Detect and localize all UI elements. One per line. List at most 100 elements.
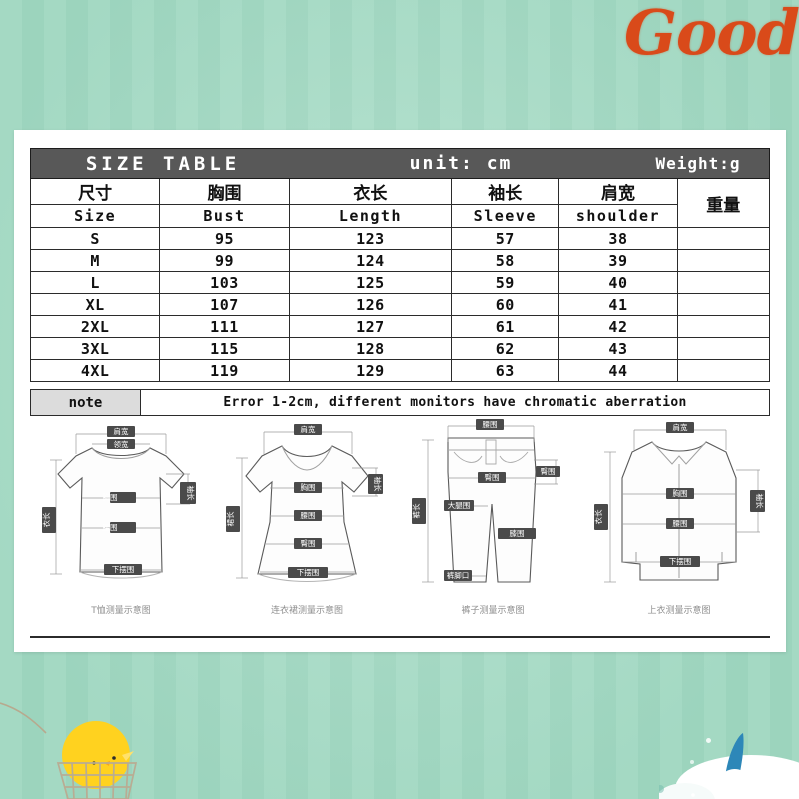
cell-size: L (29, 271, 161, 294)
cell-sleeve: 63 (451, 359, 560, 382)
cell-length: 125 (288, 271, 453, 294)
table-title-row: SIZE TABLE unit: cm Weight:g (30, 148, 770, 179)
label-hem-box (288, 567, 328, 578)
label-neck-box (107, 439, 135, 449)
label-waist-text: 腰围 (483, 420, 498, 429)
label-hip2-text: 臀围 (485, 473, 500, 482)
header-en-bust: Bust (159, 204, 290, 228)
label-hip-box (536, 466, 560, 477)
label-shoulder-text: 肩宽 (301, 424, 316, 434)
label-sleeve-text: 袖长 (755, 494, 765, 509)
top-illustration: 肩宽 胸围 腰围 下摆围 袖长 衣长 (593, 422, 765, 583)
label-waist-box (294, 510, 322, 521)
diagram-pants: 腰围 臀围 臀围 大腿围 膝围 裤脚口 裤长 裤子测量示意图 (402, 412, 584, 634)
diagram-caption-top: 上衣测量示意图 (647, 606, 711, 616)
chick-eye (112, 756, 116, 760)
cell-size: 3XL (29, 337, 161, 360)
cell-bust: 119 (159, 359, 290, 382)
snow-dot (690, 760, 694, 764)
cell-bust: 107 (159, 293, 290, 316)
size-table-container: SIZE TABLE unit: cm Weight:g 尺寸 胸围 衣长 袖长… (29, 148, 771, 416)
label-sleeve-text: 袖长 (186, 486, 196, 501)
cart-handle-wire (0, 702, 47, 734)
label-sleeve-text: 袖长 (373, 477, 383, 492)
header-cn-shoulder: 肩宽 (558, 178, 678, 205)
diagram-tshirt: 肩宽 领宽 胸围 腰围 下摆围 袖长 衣长 T恤测量示意图 (30, 412, 212, 634)
cell-weight (676, 271, 771, 294)
table-title-cell: SIZE TABLE unit: cm Weight:g (30, 148, 770, 179)
measurement-diagrams: 肩宽 领宽 胸围 腰围 下摆围 袖长 衣长 T恤测量示意图 (30, 412, 770, 634)
label-knee-box (498, 528, 536, 539)
label-hem-box (660, 556, 700, 567)
bear-hat (725, 733, 744, 777)
label-hem-box (444, 570, 472, 581)
cell-length: 129 (288, 359, 453, 382)
label-shoulder-box (107, 426, 135, 437)
size-table: SIZE TABLE unit: cm Weight:g 尺寸 胸围 衣长 袖长… (29, 148, 771, 382)
cell-size: S (29, 227, 161, 250)
label-neck-text: 领宽 (114, 439, 129, 449)
cell-length: 128 (288, 337, 453, 360)
cell-weight (676, 249, 771, 272)
diagram-top: 肩宽 胸围 腰围 下摆围 袖长 衣长 上衣测量示意图 (588, 412, 770, 634)
header-en-sleeve: Sleeve (451, 204, 560, 228)
diagram-caption-tshirt: T恤测量示意图 (91, 606, 151, 616)
cell-bust: 115 (159, 337, 290, 360)
label-knee-text: 膝围 (510, 528, 525, 538)
table-row: 2XL 111 127 61 42 (29, 315, 771, 338)
note-label: note (30, 389, 141, 416)
cell-size: 4XL (29, 359, 161, 382)
label-waist-box (476, 419, 504, 430)
label-waist-box (666, 518, 694, 529)
header-cn-sleeve: 袖长 (451, 178, 560, 205)
header-row-english: Size Bust Length Sleeve shoulder (29, 204, 770, 228)
label-shoulder-box (294, 424, 322, 435)
label-waist-text: 腰围 (673, 519, 688, 528)
cell-sleeve: 61 (451, 315, 560, 338)
label-waist-text: 腰围 (301, 511, 316, 520)
label-length-text: 衣长 (41, 512, 51, 527)
header-cn-bust: 胸围 (159, 178, 290, 205)
dress-illustration: 肩宽 胸围 腰围 臀围 下摆围 袖长 裙长 (225, 424, 383, 582)
label-hem-text: 裤脚口 (447, 570, 470, 580)
header-en-size: Size (29, 204, 161, 228)
cell-sleeve: 58 (451, 249, 560, 272)
cell-weight (676, 293, 771, 316)
cell-shoulder: 43 (558, 337, 678, 360)
cell-weight (676, 337, 771, 360)
diagram-caption-pants: 裤子测量示意图 (461, 606, 525, 616)
note-row: note Error 1-2cm, different monitors hav… (30, 389, 770, 416)
cell-length: 126 (288, 293, 453, 316)
cell-shoulder: 39 (558, 249, 678, 272)
shopping-cart-icon (56, 721, 138, 799)
note-text: Error 1-2cm, different monitors have chr… (140, 389, 770, 416)
bear-head (659, 783, 715, 799)
label-hip-text: 臀围 (301, 539, 316, 548)
cell-sleeve: 59 (451, 271, 560, 294)
bear-eye (691, 793, 695, 797)
cell-shoulder: 40 (558, 271, 678, 294)
table-row: L 103 125 59 40 (29, 271, 771, 294)
card-bottom-rule (30, 636, 770, 638)
pants-illustration: 腰围 臀围 臀围 大腿围 膝围 裤脚口 裤长 (411, 419, 560, 583)
label-chest-text: 胸围 (673, 488, 688, 498)
label-length-box (594, 504, 608, 530)
table-title-text: SIZE TABLE (85, 152, 241, 175)
table-row: S 95 123 57 38 (29, 227, 771, 250)
label-hem-text: 下摆围 (297, 567, 320, 577)
label-hip-text: 臀围 (541, 467, 556, 476)
cell-weight (676, 227, 771, 250)
cell-sleeve: 62 (451, 337, 560, 360)
cell-bust: 99 (159, 249, 290, 272)
bear-paw-shadow (659, 785, 664, 793)
cell-size: 2XL (29, 315, 161, 338)
cell-shoulder: 44 (558, 359, 678, 382)
label-hem-text: 下摆围 (112, 564, 135, 574)
table-row: 4XL 119 129 63 44 (29, 359, 771, 382)
cell-sleeve: 57 (451, 227, 560, 250)
label-hem-text: 下摆围 (669, 556, 692, 566)
table-row: XL 107 126 60 41 (29, 293, 771, 316)
table-unit-text: unit: cm (409, 153, 513, 174)
header-cn-size: 尺寸 (29, 178, 161, 205)
cell-length: 127 (288, 315, 453, 338)
